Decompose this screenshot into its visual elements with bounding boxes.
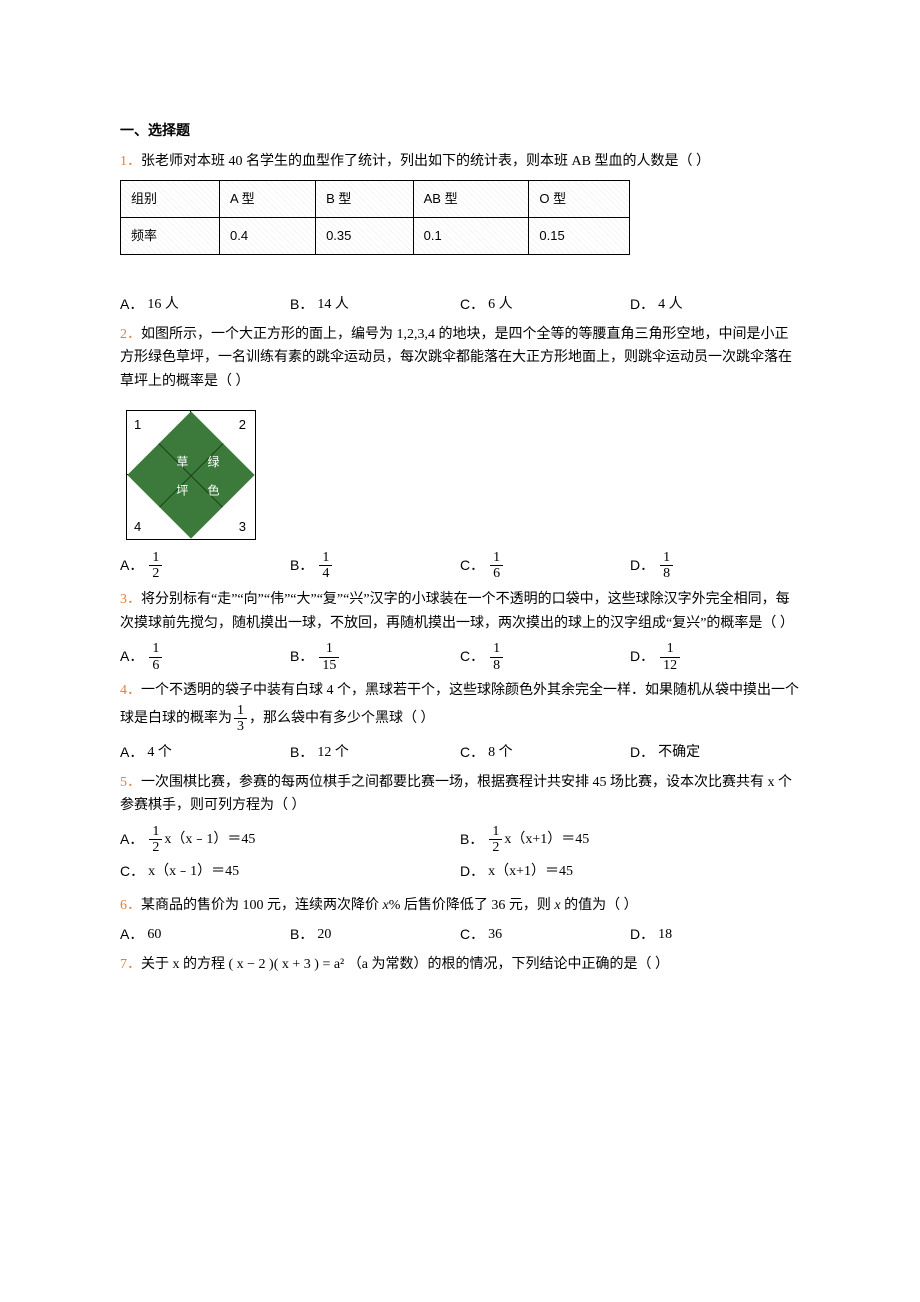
choice-text: 60 — [147, 923, 161, 947]
q4-text-a: 一个不透明的袋子中装有白球 4 个，黑球若干个，这些球除颜色外其余完全一样．如果… — [120, 683, 799, 726]
choice-text: x（x+1）＝45 — [488, 860, 573, 884]
cell: 组别 — [121, 180, 220, 217]
table-row: 组别 A 型 B 型 AB 型 O 型 — [121, 180, 630, 217]
choice-text: x（x+1）＝45 — [504, 828, 589, 852]
cell: AB 型 — [413, 180, 529, 217]
cell: A 型 — [220, 180, 316, 217]
q1-table: 组别 A 型 B 型 AB 型 O 型 频率 0.4 0.35 0.1 0.15 — [120, 180, 630, 255]
choice-b: B．12 个 — [290, 741, 460, 765]
choice-a: A．16 — [120, 641, 290, 673]
choice-c: C．16 — [460, 550, 630, 582]
choice-b: B．14 人 — [290, 293, 460, 317]
cell: 0.4 — [220, 217, 316, 254]
question-3: 3．将分别标有“走”“向”“伟”“大”“复”“兴”汉字的小球装在一个不透明的口袋… — [120, 588, 800, 636]
choice-a: A．12 — [120, 550, 290, 582]
choice-text: x（x﹣1）＝45 — [148, 860, 239, 884]
choice-a: A．4 个 — [120, 741, 290, 765]
q2-text: 如图所示，一个大正方形的面上，编号为 1,2,3,4 的地块，是四个全等的等腰直… — [120, 327, 792, 390]
choice-a: A．12x（x﹣1）＝45 — [120, 824, 460, 856]
corner-label: 3 — [239, 516, 246, 538]
corner-label: 2 — [239, 414, 246, 436]
q4-number: 4． — [120, 683, 141, 698]
choice-c: C．36 — [460, 923, 630, 947]
choice-text: 12 个 — [317, 741, 349, 765]
cell: 频率 — [121, 217, 220, 254]
q4-choices: A．4 个 B．12 个 C．8 个 D．不确定 — [120, 741, 800, 765]
question-5: 5．一次围棋比赛，参赛的每两位棋手之间都要比赛一场，根据赛程计共安排 45 场比… — [120, 771, 800, 819]
choice-text: x（x﹣1）＝45 — [164, 828, 255, 852]
q1-text: 张老师对本班 40 名学生的血型作了统计，列出如下的统计表，则本班 AB 型血的… — [141, 154, 710, 169]
diamond-label: 坪 — [176, 480, 188, 500]
q6-number: 6． — [120, 898, 141, 913]
choice-text: 36 — [488, 923, 502, 947]
q3-number: 3． — [120, 592, 141, 607]
choice-d: D．18 — [630, 550, 800, 582]
page: 一、选择题 1．张老师对本班 40 名学生的血型作了统计，列出如下的统计表，则本… — [0, 0, 920, 1302]
choice-c: C．x（x﹣1）＝45 — [120, 860, 460, 884]
table-row: 频率 0.4 0.35 0.1 0.15 — [121, 217, 630, 254]
choice-b: B．12x（x+1）＝45 — [460, 824, 800, 856]
cell: 0.15 — [529, 217, 630, 254]
choice-d: D．不确定 — [630, 741, 800, 765]
q6-choices: A．60 B．20 C．36 D．18 — [120, 923, 800, 947]
choice-c: C．6 人 — [460, 293, 630, 317]
q5-text: 一次围棋比赛，参赛的每两位棋手之间都要比赛一场，根据赛程计共安排 45 场比赛，… — [120, 775, 792, 814]
q1-number: 1． — [120, 154, 141, 169]
choice-c: C．18 — [460, 641, 630, 673]
cell: B 型 — [316, 180, 414, 217]
section-title: 一、选择题 — [120, 120, 800, 144]
q2-diagram: 绿 色 草 坪 1 2 3 4 — [120, 404, 260, 544]
q7-text-a: 关于 x 的方程 — [141, 957, 225, 972]
choice-d: D．4 人 — [630, 293, 800, 317]
cell: 0.35 — [316, 217, 414, 254]
choice-a: A．60 — [120, 923, 290, 947]
diamond-label: 色 — [207, 480, 219, 500]
choice-b: B．20 — [290, 923, 460, 947]
question-2: 2．如图所示，一个大正方形的面上，编号为 1,2,3,4 的地块，是四个全等的等… — [120, 323, 800, 394]
choice-c: C．8 个 — [460, 741, 630, 765]
q5-number: 5． — [120, 775, 141, 790]
q2-choices: A．12 B．14 C．16 D．18 — [120, 550, 800, 582]
choice-text: 4 人 — [658, 293, 683, 317]
choice-text: 16 人 — [147, 293, 179, 317]
q5-choices: A．12x（x﹣1）＝45 B．12x（x+1）＝45 C．x（x﹣1）＝45 … — [120, 824, 800, 888]
choice-text: 8 个 — [488, 741, 513, 765]
choice-b: B．115 — [290, 641, 460, 673]
cell: O 型 — [529, 180, 630, 217]
choice-text: 6 人 — [488, 293, 513, 317]
choice-d: D．x（x+1）＝45 — [460, 860, 800, 884]
q6-text-c: 的值为（ ） — [561, 898, 638, 913]
q6-text-b: % 后售价降低了 36 元，则 — [389, 898, 555, 913]
choice-text: 14 人 — [317, 293, 349, 317]
cell: 0.1 — [413, 217, 529, 254]
q7-number: 7． — [120, 957, 141, 972]
q1-choices: A．16 人 B．14 人 C．6 人 D．4 人 — [120, 293, 800, 317]
choice-d: D．112 — [630, 641, 800, 673]
diamond-label: 草 — [176, 452, 188, 472]
q7-text-b: （a 为常数）的根的情况，下列结论中正确的是（ ） — [348, 957, 669, 972]
q3-choices: A．16 B．115 C．18 D．112 — [120, 641, 800, 673]
choice-d: D．18 — [630, 923, 800, 947]
question-7: 7．关于 x 的方程 ( x − 2 )( x + 3 ) = a² （a 为常… — [120, 953, 800, 977]
choice-text: 不确定 — [658, 741, 700, 765]
choice-text: 4 个 — [147, 741, 172, 765]
choice-text: 18 — [658, 923, 672, 947]
choice-text: 20 — [317, 923, 331, 947]
q7-expr: ( x − 2 )( x + 3 ) = a² — [229, 957, 345, 972]
choice-b: B．14 — [290, 550, 460, 582]
q3-text: 将分别标有“走”“向”“伟”“大”“复”“兴”汉字的小球装在一个不透明的口袋中，… — [120, 592, 794, 631]
corner-label: 4 — [134, 516, 141, 538]
corner-label: 1 — [134, 414, 141, 436]
choice-a: A．16 人 — [120, 293, 290, 317]
diamond-label: 绿 — [207, 452, 219, 472]
q6-text-a: 某商品的售价为 100 元，连续两次降价 — [141, 898, 383, 913]
question-1: 1．张老师对本班 40 名学生的血型作了统计，列出如下的统计表，则本班 AB 型… — [120, 150, 800, 174]
question-6: 6．某商品的售价为 100 元，连续两次降价 x% 后售价降低了 36 元，则 … — [120, 894, 800, 918]
q4-text-b: ，那么袋中有多少个黑球（ ） — [249, 711, 435, 726]
q2-number: 2． — [120, 327, 141, 342]
question-4: 4．一个不透明的袋子中装有白球 4 个，黑球若干个，这些球除颜色外其余完全一样．… — [120, 679, 800, 735]
